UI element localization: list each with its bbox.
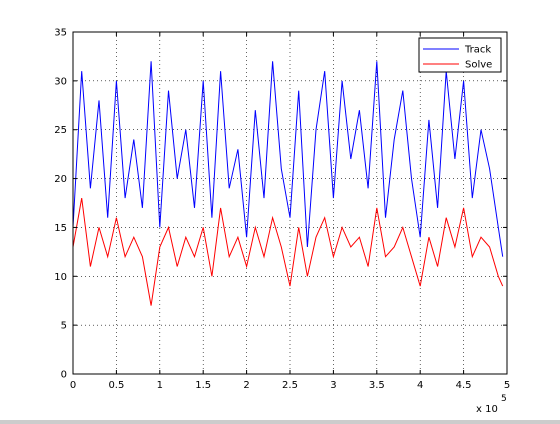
- x-tick-label: 1.5: [195, 380, 211, 391]
- legend-label-solve: Solve: [465, 60, 492, 71]
- x-multiplier-exponent: 5: [501, 394, 507, 404]
- x-tick-label: 3.5: [369, 380, 385, 391]
- y-tick-label: 35: [54, 28, 67, 39]
- x-tick-label: 4: [417, 380, 423, 391]
- series-line-track: [72, 61, 504, 257]
- legend-label-track: Track: [464, 45, 491, 56]
- y-tick-label: 5: [61, 321, 67, 332]
- y-tick-label: 10: [54, 272, 67, 283]
- x-tick-label: 2.5: [282, 380, 298, 391]
- x-tick-label: 5: [504, 380, 510, 391]
- plot-area: [73, 32, 507, 374]
- y-tick-label: 25: [54, 125, 67, 136]
- x-tick-label: 3: [330, 380, 336, 391]
- x-tick-label: 1: [157, 380, 163, 391]
- x-tick-label: 2: [243, 380, 249, 391]
- series-line-solve: [72, 198, 504, 306]
- legend-box: [418, 37, 502, 73]
- y-tick-label: 20: [54, 174, 67, 185]
- y-tick-label: 30: [54, 76, 67, 87]
- y-tick-label: 0: [61, 370, 67, 381]
- x-tick-label: 0: [70, 380, 76, 391]
- x-multiplier-label: x 10: [476, 404, 498, 415]
- x-tick-label: 4.5: [456, 380, 472, 391]
- x-tick-label: 0.5: [108, 380, 124, 391]
- y-tick-label: 15: [54, 223, 67, 234]
